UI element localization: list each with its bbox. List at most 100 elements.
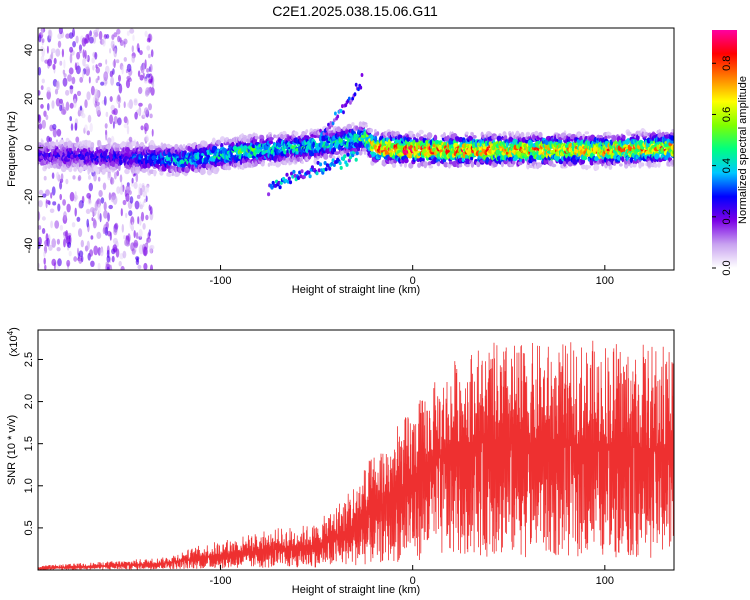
- spectrogram-cell: [131, 55, 135, 63]
- spectrogram-cell: [215, 167, 220, 173]
- spectrogram-cell: [285, 152, 290, 158]
- spectrogram-cell: [581, 155, 588, 161]
- spectrogram-cell: [102, 182, 107, 191]
- spectrogram-cell: [84, 63, 90, 70]
- snr-line: [38, 340, 674, 570]
- spectrogram-cell: [72, 175, 76, 180]
- spectrogram-cell: [276, 161, 282, 166]
- spectrogram-cell: [119, 39, 124, 47]
- spectrogram-cell: [363, 151, 367, 155]
- spectrogram-cell: [323, 153, 329, 160]
- spectrogram-cell: [168, 161, 172, 165]
- spectrogram-cell: [584, 131, 590, 135]
- spectrogram-cell: [108, 204, 113, 210]
- spectrogram-cell: [46, 86, 51, 93]
- spectrogram-cell: [90, 260, 95, 267]
- spectrogram-cell: [125, 212, 128, 219]
- spectrogram-cell: [308, 174, 312, 179]
- spectrogram-cell: [607, 132, 612, 136]
- spectrogram-cell: [134, 111, 138, 120]
- spectrogram-cell: [41, 38, 45, 43]
- spectrogram-cell: [347, 158, 351, 163]
- spectrogram-cell: [84, 99, 88, 109]
- spectrogram-cell: [455, 136, 459, 140]
- spectrogram-cell: [69, 191, 75, 202]
- spectrogram-cell: [384, 150, 388, 155]
- spectrogram-cell: [84, 50, 87, 59]
- spectrogram-cell: [114, 143, 121, 148]
- spectrogram-cell: [84, 124, 88, 132]
- spectrogram-cell: [51, 172, 55, 179]
- spectrogram-cell: [267, 192, 271, 197]
- spectrogram-cell: [111, 110, 116, 115]
- spectrogram-cell: [46, 237, 50, 247]
- spectrogram-cell: [334, 111, 337, 116]
- spectrogram-cell: [109, 96, 113, 102]
- spectrogram-cell: [137, 216, 140, 225]
- spectrogram-cell: [131, 45, 134, 53]
- spectrogram-cell: [83, 148, 88, 153]
- spectrogram-cell: [132, 34, 135, 42]
- spectrogram-cell: [144, 154, 148, 160]
- spectrogram-cell: [392, 163, 397, 168]
- spectrogram-cell: [86, 130, 91, 136]
- spectrogram-cell: [338, 137, 344, 144]
- spectrogram-cell: [86, 158, 91, 163]
- spectrogram-cell: [511, 131, 515, 138]
- spectrogram-cell: [133, 239, 139, 249]
- spectrogram-cell: [133, 99, 138, 106]
- x-tick-label: -100: [210, 575, 232, 587]
- spectrogram-cell: [145, 195, 148, 203]
- spectrogram-cell: [129, 196, 134, 204]
- spectrogram-cell: [137, 70, 141, 77]
- spectrogram-cell: [138, 47, 140, 53]
- spectrogram-cell: [153, 170, 157, 177]
- spectrogram-cell: [319, 128, 322, 133]
- spectrogram-cell: [108, 192, 112, 201]
- spectrogram-cell: [166, 173, 172, 177]
- spectrogram-cell: [69, 85, 74, 90]
- spectrogram-cell: [68, 250, 72, 257]
- spectrogram-cell: [324, 142, 329, 147]
- spectrogram-cell: [109, 114, 114, 125]
- spectrogram-cell: [93, 173, 97, 182]
- spectrogram-cell: [78, 250, 84, 257]
- spectrogram-cell: [103, 150, 107, 158]
- spectrogram-cell: [95, 101, 100, 107]
- spectrogram-cell: [71, 76, 76, 85]
- spectrogram-cell: [564, 153, 569, 157]
- x-tick-label: 100: [596, 275, 614, 287]
- spectrogram-cell: [112, 195, 118, 205]
- spectrogram-cell: [79, 76, 84, 83]
- spectrogram-cell: [103, 210, 108, 219]
- spectrogram-cell: [148, 78, 153, 84]
- spectrogram-cell: [56, 238, 61, 245]
- spectrogram-cell: [41, 228, 46, 234]
- spectrogram-cell: [360, 73, 364, 77]
- spectrogram-cell: [417, 162, 422, 168]
- spectrogram-cell: [71, 222, 76, 228]
- spectrogram-cell: [334, 151, 340, 156]
- x-tick-label: 0: [410, 575, 416, 587]
- spectrogram-cell: [139, 204, 144, 210]
- spectrogram-cell: [150, 264, 153, 270]
- spectrogram-cell: [78, 44, 83, 51]
- spectrogram-cell: [113, 171, 117, 180]
- spectrogram-cell: [193, 169, 199, 173]
- spectrogram-cell: [448, 161, 453, 165]
- spectrogram-cell: [106, 144, 111, 150]
- y-tick-label: 20: [23, 93, 35, 105]
- spectrogram-cell: [140, 125, 144, 131]
- spectrogram-cell: [50, 220, 53, 229]
- spectrogram-cell: [317, 155, 320, 160]
- spectrogram-cell: [354, 157, 358, 162]
- colorbar-tick-label: 0.0: [721, 260, 733, 275]
- spectrogram-cell: [66, 203, 71, 213]
- spectrogram-cell: [228, 138, 233, 144]
- spectrogram-cell: [56, 247, 61, 252]
- spectrogram-cell: [59, 181, 63, 190]
- spectrogram-cell: [72, 28, 75, 38]
- spectrogram-cell: [328, 125, 332, 130]
- spectrogram-cell: [96, 139, 100, 146]
- spectrogram-cell: [68, 67, 74, 75]
